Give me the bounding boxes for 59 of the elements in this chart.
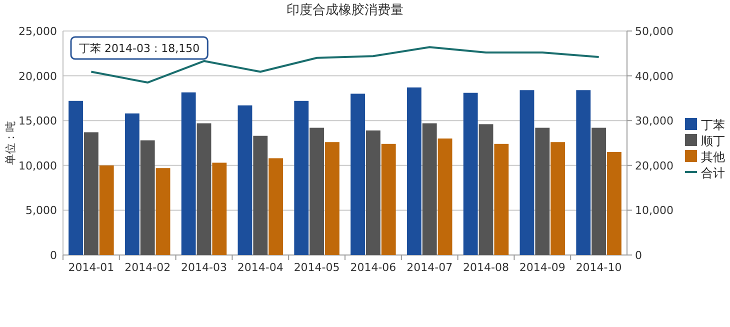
y2-tick-label: 10,000 (635, 204, 674, 218)
annotation: 丁苯 2014-03 : 18,150 (79, 42, 200, 55)
x-tick-label: 2014-06 (350, 261, 396, 274)
bar (212, 162, 227, 255)
bar (325, 142, 340, 255)
chart-title: 印度合成橡胶消费量 (286, 2, 404, 18)
bar (535, 128, 550, 255)
bar (463, 92, 478, 255)
bar (68, 100, 83, 255)
bar (494, 144, 509, 255)
bar (268, 158, 284, 255)
bar (181, 92, 196, 255)
x-tick-label: 2014-04 (237, 261, 284, 274)
y2-tick-label: 50,000 (635, 25, 674, 38)
bar (350, 94, 365, 255)
y-axis-title: 单位：吨 (4, 121, 17, 165)
bar (156, 168, 170, 255)
y-tick-label: 20,000 (18, 70, 57, 83)
x-tick-label: 2014-08 (463, 261, 509, 274)
bar (550, 142, 566, 255)
bar (124, 113, 140, 255)
y-tick-label: 15,000 (18, 114, 57, 128)
x-tick-label: 2014-07 (406, 261, 453, 274)
bar (84, 132, 98, 255)
y2-tick-label: 30,000 (635, 114, 674, 128)
y2-tick-label: 40,000 (635, 70, 674, 83)
bar (366, 130, 380, 255)
bar (438, 138, 452, 255)
legend-label: 其他 (701, 150, 725, 164)
bar (99, 165, 114, 255)
bar (238, 105, 252, 255)
bar (592, 128, 606, 255)
bar (607, 152, 622, 255)
x-tick-label: 2014-01 (68, 261, 114, 274)
x-tick-label: 2014-02 (124, 261, 171, 274)
x-tick-label: 2014-05 (294, 261, 340, 274)
x-tick-label: 2014-09 (519, 261, 566, 274)
legend-label: 合计 (701, 166, 725, 180)
bar (310, 128, 324, 255)
y-tick-label: 10,000 (18, 159, 57, 172)
bar (253, 136, 268, 255)
legend-label: 丁苯 (701, 118, 725, 132)
bar (406, 87, 422, 255)
y2-tick-label: 20,000 (635, 159, 674, 172)
y-tick-label: 5,000 (26, 204, 57, 218)
bar (478, 124, 494, 255)
bar (196, 123, 212, 255)
y-tick-label: 0 (50, 249, 57, 262)
bar (422, 123, 437, 255)
bar (381, 144, 396, 255)
y-tick-label: 25,000 (18, 25, 57, 38)
bar (294, 100, 309, 255)
bar (576, 90, 591, 255)
x-tick-label: 2014-10 (576, 261, 622, 274)
legend-label: 顺丁 (701, 134, 725, 148)
bar (520, 90, 534, 255)
x-tick-label: 2014-03 (181, 261, 227, 274)
y2-tick-label: 0 (635, 249, 642, 262)
bar (140, 140, 155, 255)
